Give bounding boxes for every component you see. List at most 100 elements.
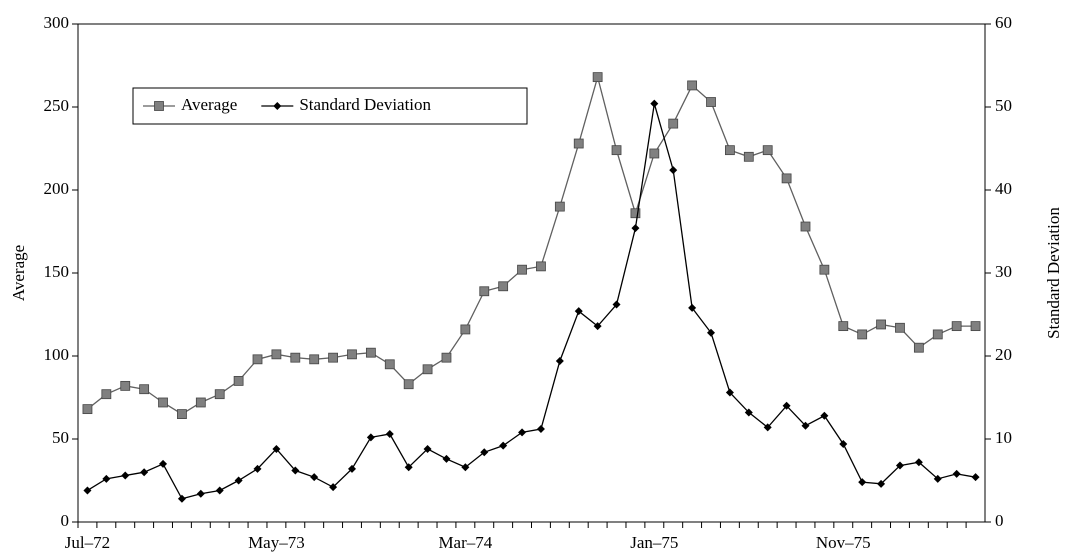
y-tick-label: 150 [44,262,70,281]
square-marker [460,324,471,335]
diamond-marker [83,486,92,495]
square-marker [403,379,414,390]
diamond-marker [933,474,942,483]
diamond-marker [650,99,659,108]
square-marker [154,101,164,111]
square-marker [384,359,395,370]
square-marker [668,118,679,129]
square-marker [214,389,225,400]
series-line [87,74,976,415]
diamond-marker [499,441,508,450]
square-marker [536,261,546,272]
diamond-marker [555,356,564,365]
diamond-marker [253,464,262,473]
diamond-marker [461,463,470,472]
diamond-marker [631,224,640,233]
y2-tick-label: 20 [995,345,1012,364]
diamond-marker [895,461,904,470]
x-tick-label: Jan–75 [630,533,678,552]
diamond-marker [782,401,791,410]
square-marker [687,80,698,91]
square-marker [120,380,131,391]
y-tick-label: 200 [44,179,70,198]
diamond-marker [877,479,886,488]
square-marker [913,342,924,353]
y2-tick-label: 10 [995,428,1012,447]
diamond-marker [669,166,678,175]
square-marker [195,397,206,408]
y2-axis-title: Standard Deviation [1044,207,1063,339]
square-marker [498,281,509,292]
legend-box [132,87,528,125]
y-axis-title: Average [9,245,28,301]
square-marker [82,404,93,415]
y-tick-label: 300 [44,13,70,32]
square-marker [252,354,263,365]
y2-tick-label: 30 [995,262,1012,281]
square-marker [422,364,433,375]
y-tick-label: 250 [44,96,70,115]
y2-tick-label: 50 [995,96,1012,115]
diamond-marker [291,466,300,475]
diamond-marker [140,468,149,477]
diamond-marker [102,474,111,483]
x-tick-label: Mar–74 [438,533,492,552]
legend-label: Average [181,95,237,114]
diamond-marker [442,454,451,463]
x-tick-label: Nov–75 [816,533,871,552]
square-marker [725,145,735,156]
square-marker [101,389,112,400]
diamond-marker [423,444,432,453]
diamond-marker [612,300,621,309]
square-marker [554,201,565,212]
diamond-marker [574,307,583,316]
diamond-marker [725,388,734,397]
diamond-marker [234,476,243,485]
square-marker [365,347,376,358]
square-marker [139,384,150,395]
square-marker [800,221,811,232]
y-tick-label: 100 [44,345,70,364]
diamond-marker [273,102,282,110]
diamond-marker [952,469,961,478]
diamond-marker [763,423,772,432]
diamond-marker [518,428,527,437]
diamond-marker [310,473,319,482]
square-marker [895,322,905,333]
x-tick-label: May–73 [248,533,305,552]
y2-tick-label: 0 [995,511,1004,530]
diamond-marker [820,411,829,420]
square-marker [479,286,490,297]
legend-label: Standard Deviation [299,95,431,114]
diamond-marker [177,494,186,503]
diamond-marker [159,459,168,468]
diamond-marker [272,444,281,453]
square-marker [743,151,754,162]
square-marker [819,264,830,275]
square-marker [838,321,849,332]
square-marker [271,349,282,360]
square-marker [706,97,716,107]
y-tick-label: 0 [61,511,70,530]
square-marker [328,352,338,363]
square-marker [630,208,641,219]
square-marker [970,321,981,332]
square-marker [290,352,301,363]
diamond-marker [366,433,375,442]
diamond-marker [329,483,338,492]
diamond-marker [971,473,980,482]
square-marker [177,409,187,420]
diamond-marker [196,489,205,498]
diamond-marker [593,322,602,331]
square-marker [573,138,584,149]
square-marker [932,329,943,340]
diamond-marker [536,425,545,434]
series-line [87,103,976,500]
square-marker [649,148,660,159]
square-marker [441,352,452,363]
diamond-marker [801,421,810,430]
square-marker [158,397,168,408]
square-marker [951,321,962,332]
